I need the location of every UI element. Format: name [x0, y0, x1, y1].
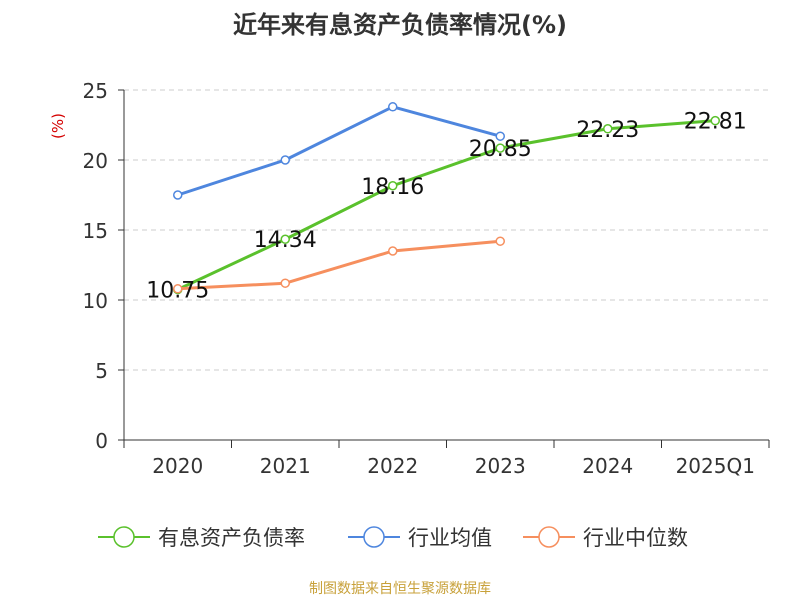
data-point: [280, 155, 290, 165]
legend-marker: [538, 526, 560, 548]
legend-label: 行业中位数: [583, 526, 688, 550]
x-tick-label: 2020: [152, 454, 203, 478]
data-label: 22.23: [576, 118, 639, 143]
data-point: [388, 246, 398, 256]
series-line-0: [177, 119, 716, 291]
data-point: [280, 278, 290, 288]
x-tick-label: 2021: [260, 454, 311, 478]
legend: 有息资产负债率 行业均值 行业中位数: [98, 526, 688, 550]
grid-lines: [124, 89, 769, 371]
legend-marker: [363, 526, 385, 548]
data-labels: 10.75 14.34 18.16 20.85 22.23 22.81: [146, 110, 746, 304]
series-line-1: [177, 105, 501, 197]
legend-label: 有息资产负债率: [158, 526, 305, 550]
data-point: [173, 190, 183, 200]
data-point: [173, 284, 183, 294]
x-tick-label: 2023: [475, 454, 526, 478]
data-label: 14.34: [254, 228, 317, 253]
data-point: [710, 115, 720, 126]
y-tick-label: 20: [83, 149, 108, 173]
y-axis-unit-label: (%): [49, 113, 67, 139]
x-tick-label: 2022: [367, 454, 418, 478]
source-note: 制图数据来自恒生聚源数据库: [309, 581, 491, 597]
data-point: [388, 181, 398, 191]
data-point: [388, 102, 398, 112]
data-label: 22.81: [684, 110, 747, 135]
data-label: 18.16: [361, 175, 424, 200]
legend-label: 行业均值: [408, 526, 492, 550]
data-point: [280, 234, 290, 244]
legend-marker: [113, 526, 135, 548]
series-line-2: [177, 239, 501, 291]
y-tick-label: 0: [95, 429, 108, 453]
y-tick-label: 5: [95, 359, 108, 383]
data-label: 20.85: [469, 137, 532, 162]
data-point: [495, 131, 505, 141]
x-tick-label: 2025Q1: [676, 454, 755, 478]
data-point: [495, 236, 505, 246]
data-point: [495, 143, 505, 153]
x-tick-label: 2024: [582, 454, 633, 478]
axes: 0 5 10 15 20 25 2020 2021 2022 2023 2024 2025Q1: [83, 79, 770, 478]
series-layer: [173, 102, 720, 295]
chart-title: 近年来有息资产负债率情况(%): [233, 11, 567, 39]
y-tick-label: 25: [83, 79, 108, 103]
data-label: 10.75: [146, 279, 209, 304]
y-tick-label: 10: [83, 289, 108, 313]
y-tick-label: 15: [83, 219, 108, 243]
data-point: [603, 124, 613, 134]
